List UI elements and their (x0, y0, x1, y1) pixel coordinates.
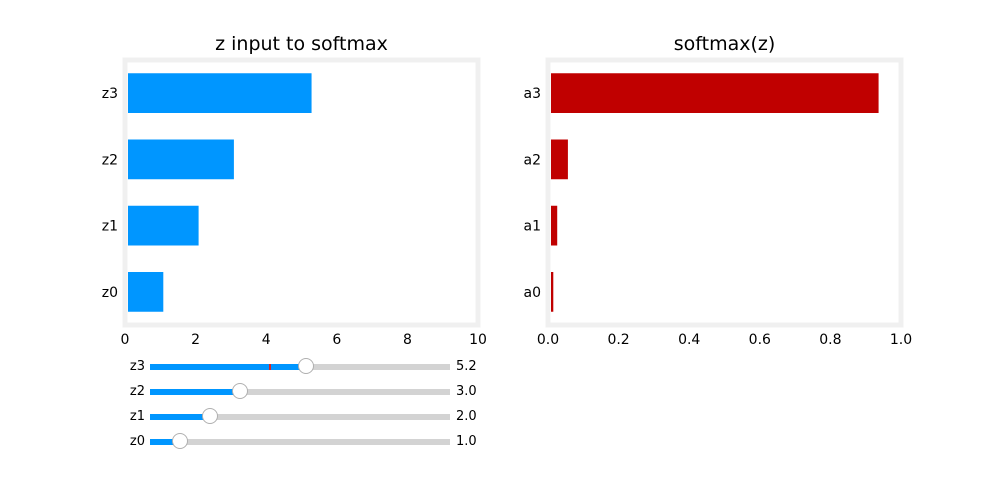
slider-fill (150, 439, 180, 445)
softmax-chart-ytick-a3: a3 (524, 86, 542, 102)
slider-handle[interactable] (232, 383, 248, 399)
softmax-chart-ytick-a0: a0 (524, 285, 542, 301)
z-chart-bar-z0 (128, 272, 164, 312)
z-chart-bar-z1 (128, 205, 199, 246)
slider-fill (150, 364, 306, 370)
z-chart-ytick-z2: z2 (102, 152, 118, 168)
z-chart-xtick-2: 4 (262, 332, 271, 348)
slider-value: 1.0 (456, 434, 477, 449)
slider-z3[interactable]: z3 5.2 (110, 357, 490, 377)
z-chart-xtick-1: 2 (191, 332, 200, 348)
slider-z1[interactable]: z1 2.0 (110, 407, 490, 427)
softmax-chart-bar-a0 (551, 272, 554, 312)
softmax-chart-xtick-2: 0.4 (678, 332, 700, 348)
slider-label: z0 (129, 434, 145, 449)
softmax-chart-xtick-0: 0.0 (537, 332, 559, 348)
z-chart: z input to softmax z0 z1 z2 z3 0 2 4 6 8 10 (102, 33, 487, 348)
slider-fill (150, 389, 240, 395)
slider-label: z2 (129, 384, 145, 399)
slider-value: 5.2 (456, 359, 477, 374)
slider-z0[interactable]: z0 1.0 (110, 432, 490, 452)
slider-track[interactable] (150, 408, 450, 424)
z-chart-title: z input to softmax (215, 33, 388, 55)
slider-handle[interactable] (298, 358, 314, 374)
softmax-chart-bar-a3 (551, 73, 879, 113)
slider-label: z3 (129, 359, 145, 374)
slider-handle[interactable] (202, 408, 218, 424)
slider-handle[interactable] (172, 433, 188, 449)
z-chart-xtick-5: 10 (469, 332, 487, 348)
softmax-chart-ytick-a2: a2 (524, 152, 542, 168)
slider-value: 2.0 (456, 409, 477, 424)
slider-initial-marker (269, 364, 271, 370)
softmax-chart-bar-a1 (551, 205, 558, 246)
z-chart-xtick-4: 8 (403, 332, 412, 348)
softmax-chart-xtick-5: 1.0 (890, 332, 912, 348)
z-chart-ytick-z3: z3 (102, 86, 118, 102)
softmax-chart-ytick-a1: a1 (524, 219, 542, 235)
slider-label: z1 (129, 409, 145, 424)
softmax-chart-xtick-4: 0.8 (819, 332, 841, 348)
z-chart-ytick-z1: z1 (102, 219, 118, 235)
softmax-chart-title: softmax(z) (674, 33, 776, 55)
slider-track[interactable] (150, 358, 450, 374)
slider-z2[interactable]: z2 3.0 (110, 382, 490, 402)
softmax-chart-xtick-1: 0.2 (607, 332, 629, 348)
softmax-chart: softmax(z) a0 a1 a2 a3 0.0 0.2 0.4 0.6 0.8 1.0 (524, 33, 913, 348)
z-chart-xtick-3: 6 (332, 332, 341, 348)
softmax-chart-xtick-3: 0.6 (749, 332, 771, 348)
z-chart-xtick-0: 0 (121, 332, 130, 348)
z-chart-bar-z2 (128, 139, 234, 180)
slider-value: 3.0 (456, 384, 477, 399)
slider-fill (150, 414, 210, 420)
slider-track[interactable] (150, 383, 450, 399)
slider-track[interactable] (150, 433, 450, 449)
z-chart-bar-z3 (128, 73, 312, 113)
z-chart-ytick-z0: z0 (102, 285, 118, 301)
softmax-chart-bar-a2 (551, 139, 568, 180)
